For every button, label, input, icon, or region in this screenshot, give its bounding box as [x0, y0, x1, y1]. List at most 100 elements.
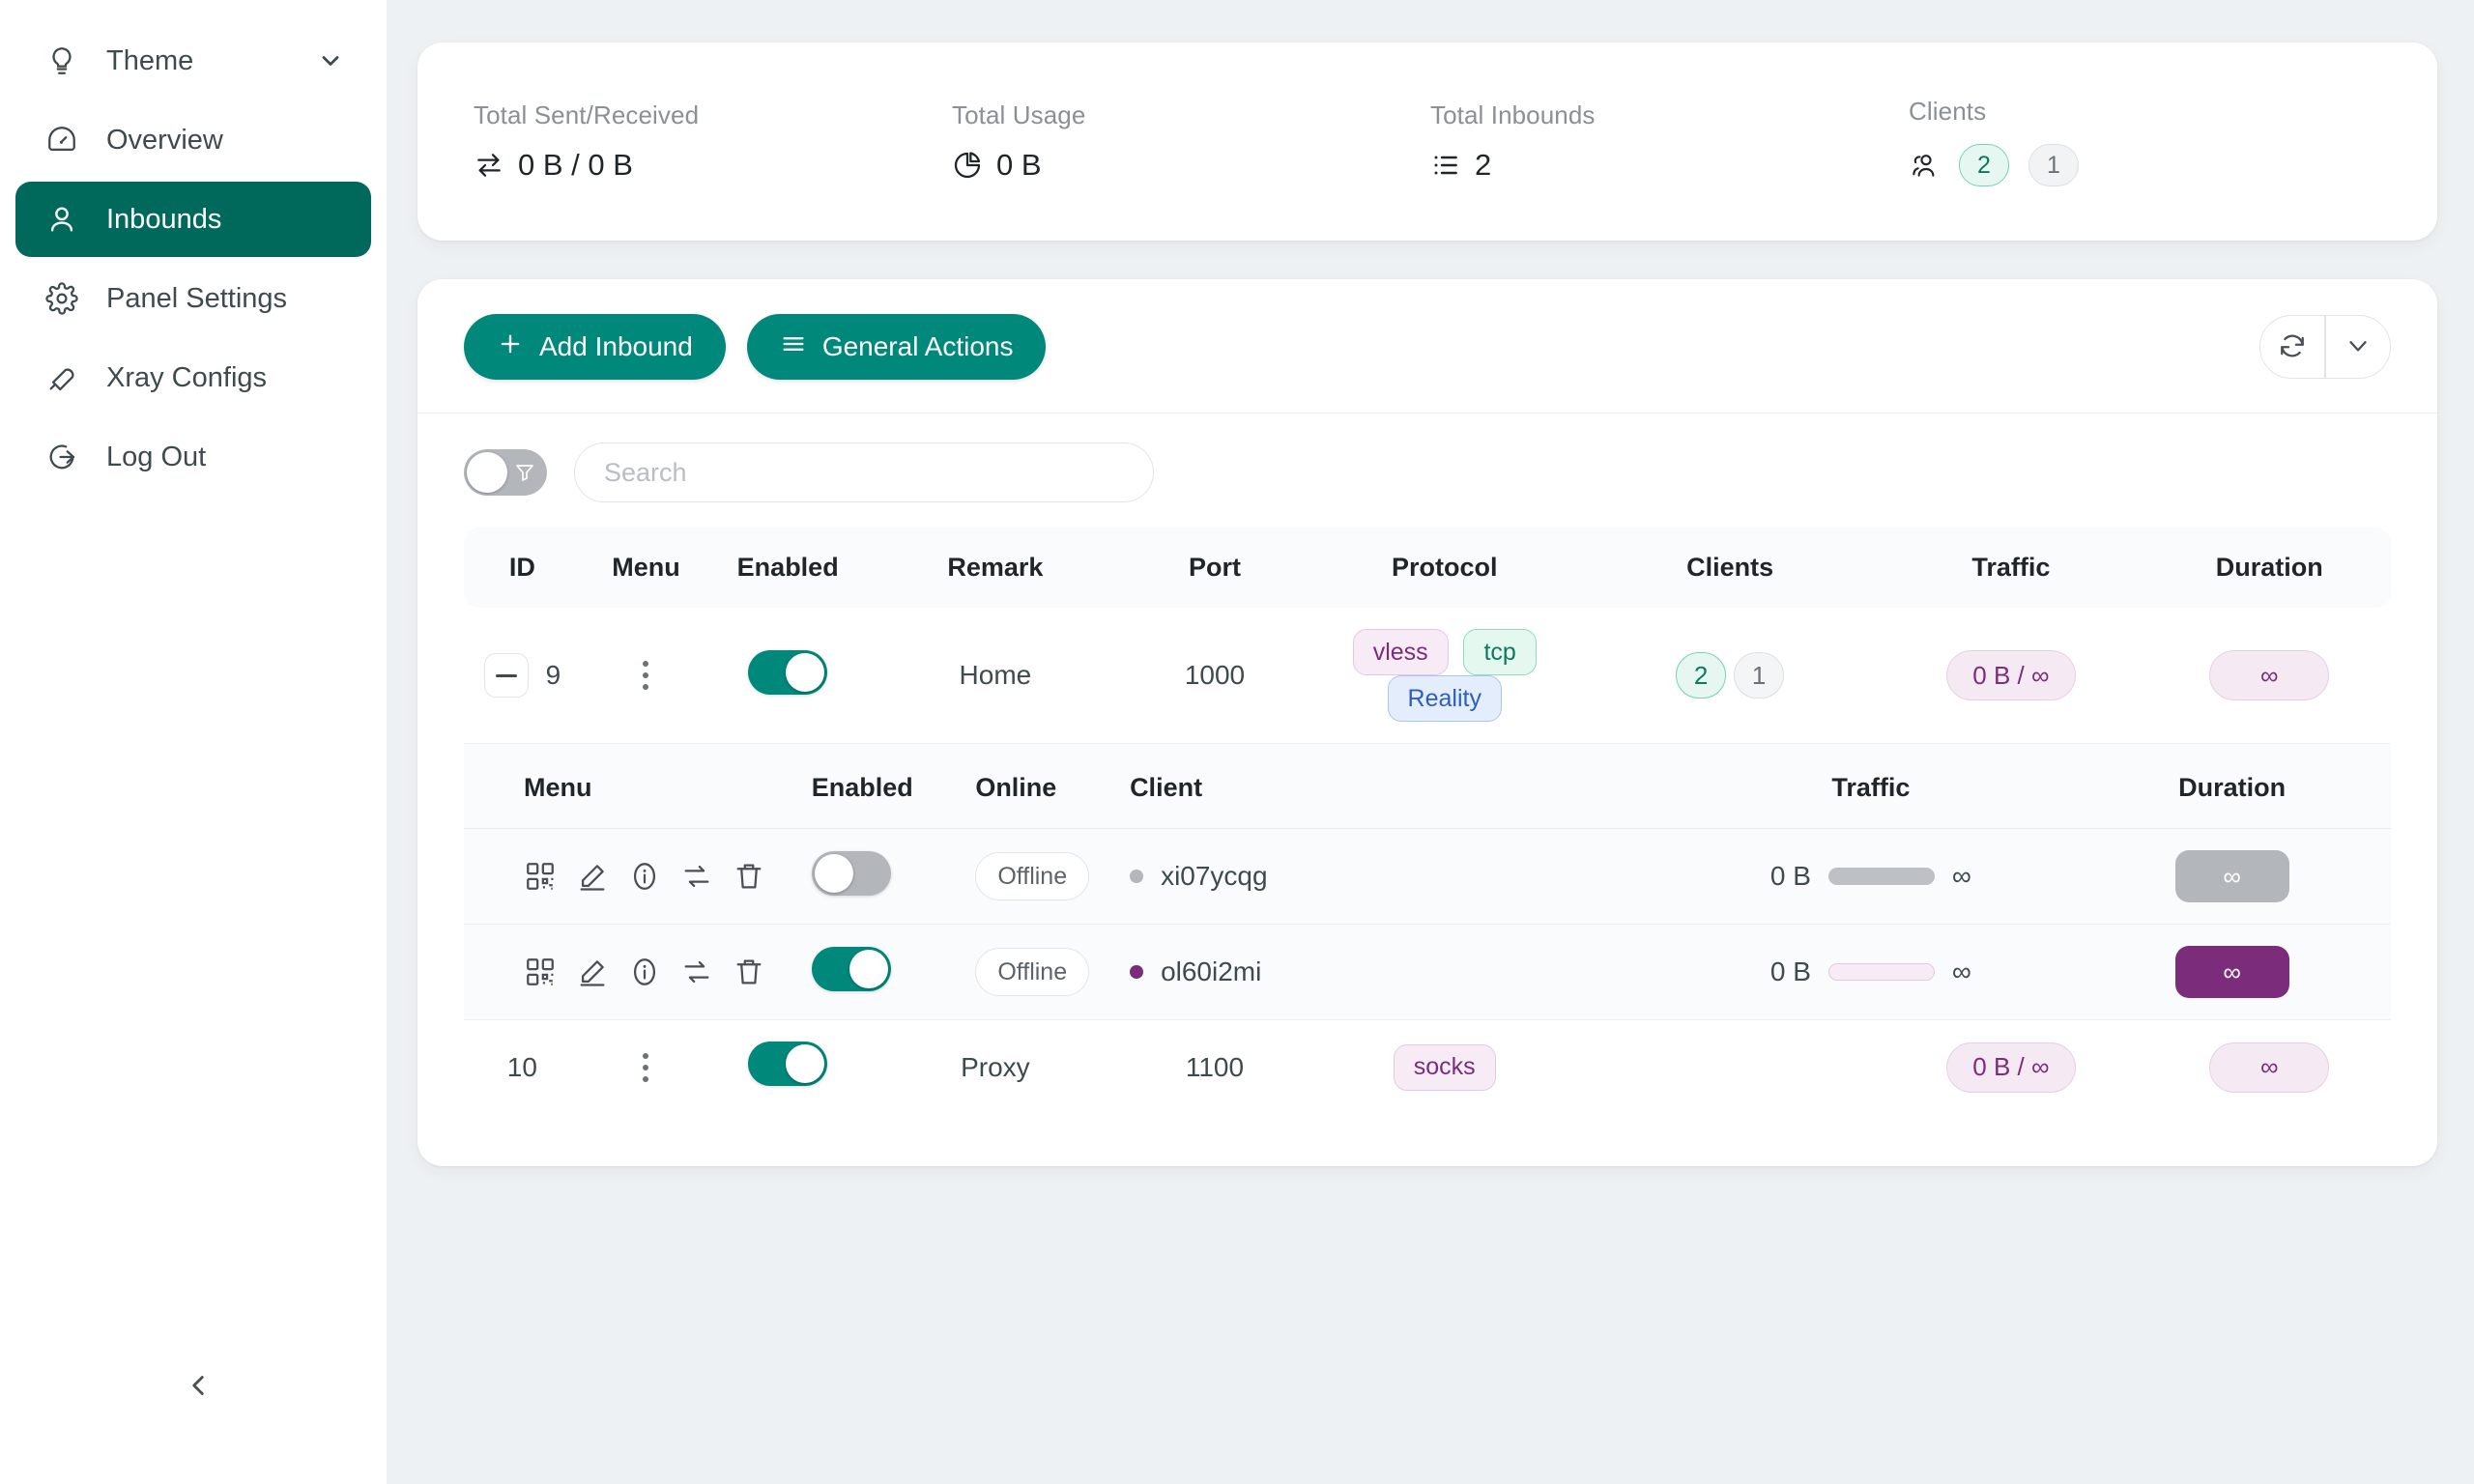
- users-icon: [1909, 150, 1940, 181]
- sidebar-item-xray-configs[interactable]: Xray Configs: [15, 340, 371, 415]
- cell-client-duration: ∞: [2073, 828, 2391, 925]
- pie-chart-icon: [952, 150, 983, 181]
- delete-icon[interactable]: [733, 860, 765, 893]
- subcolumn-header-enabled: Enabled: [811, 744, 976, 829]
- duration-pill: ∞: [2209, 650, 2330, 700]
- cell-protocol: socks: [1303, 1020, 1586, 1114]
- search-input[interactable]: [574, 442, 1154, 502]
- client-enabled-toggle[interactable]: [811, 946, 891, 991]
- clients-table: Menu Enabled Online Client Traffic Durat…: [464, 744, 2391, 1020]
- sidebar-item-panel-settings[interactable]: Panel Settings: [15, 261, 371, 336]
- refresh-button[interactable]: [2260, 316, 2324, 378]
- table-row[interactable]: 10 Proxy 1100 s: [464, 1020, 2391, 1114]
- cell-id: 10: [464, 1020, 581, 1114]
- cell-menu: [581, 1020, 711, 1114]
- cell-remark: Proxy: [961, 1051, 1030, 1082]
- info-icon[interactable]: [628, 860, 661, 893]
- cell-client-traffic: 0 B ∞: [1668, 828, 2074, 925]
- cell-traffic: 0 B / ∞: [1874, 608, 2148, 744]
- wrench-icon: [43, 358, 81, 397]
- column-header-duration: Duration: [2215, 553, 2323, 582]
- subcolumn-header-client: Client: [1130, 744, 1669, 829]
- sidebar-item-inbounds[interactable]: Inbounds: [15, 182, 371, 257]
- edit-icon[interactable]: [576, 860, 609, 893]
- sidebar-item-theme[interactable]: Theme: [15, 23, 371, 99]
- duration-chip: ∞: [2174, 850, 2289, 902]
- gauge-icon: [43, 121, 81, 159]
- column-header-traffic: Traffic: [1971, 553, 2051, 582]
- client-enabled-toggle[interactable]: [811, 850, 891, 896]
- column-header-id: ID: [508, 553, 535, 582]
- stat-total-sent-received: Total Sent/Received 0 B / 0 B: [474, 100, 952, 183]
- subcolumn-header-online: Online: [975, 744, 1131, 829]
- qrcode-icon[interactable]: [524, 956, 557, 988]
- reset-icon[interactable]: [680, 860, 713, 893]
- cell-port: 1100: [1185, 1051, 1245, 1082]
- toggle-knob: [467, 452, 507, 493]
- kebab-icon[interactable]: [581, 1052, 711, 1082]
- filter-bar: [417, 414, 2437, 528]
- table-wrapper: ID Menu Enabled Remark Port Protocol Cli…: [417, 528, 2437, 1166]
- info-icon[interactable]: [628, 956, 661, 988]
- stat-total-inbounds: Total Inbounds 2: [1430, 100, 1909, 183]
- filter-toggle[interactable]: [464, 449, 547, 496]
- chevron-down-icon[interactable]: [317, 47, 344, 74]
- cell-duration: ∞: [2147, 608, 2391, 744]
- refresh-control-group: [2259, 315, 2391, 379]
- minus-icon[interactable]: [483, 653, 529, 698]
- delete-icon[interactable]: [733, 956, 765, 988]
- cell-client-online: Offline: [975, 828, 1131, 925]
- clients-total-badge: 1: [2028, 144, 2079, 186]
- general-actions-button[interactable]: General Actions: [746, 314, 1047, 380]
- cell-client-duration: ∞: [2073, 924, 2391, 1020]
- reset-icon[interactable]: [680, 956, 713, 988]
- protocol-tag: vless: [1352, 629, 1449, 675]
- sidebar-item-overview[interactable]: Overview: [15, 102, 371, 178]
- cell-traffic: 0 B / ∞: [1874, 1020, 2147, 1114]
- table-row[interactable]: 9 Home 1000 vle: [464, 608, 2391, 744]
- inbounds-table: ID Menu Enabled Remark Port Protocol Cli…: [464, 528, 2391, 1114]
- logout-icon: [43, 438, 81, 476]
- add-inbound-button[interactable]: Add Inbound: [464, 314, 726, 380]
- enabled-toggle[interactable]: [748, 649, 828, 695]
- subcolumn-header-menu: Menu: [464, 744, 812, 829]
- kebab-icon[interactable]: [581, 661, 711, 690]
- refresh-icon: [2278, 331, 2307, 363]
- column-header-menu: Menu: [612, 553, 680, 582]
- cell-clients: [1586, 1020, 1874, 1114]
- client-name-label: xi07ycqg: [1161, 861, 1268, 891]
- sidebar-item-label: Inbounds: [106, 203, 222, 235]
- clients-header-row: Menu Enabled Online Client Traffic Durat…: [464, 744, 2391, 829]
- stat-total-usage: Total Usage 0 B: [952, 100, 1430, 183]
- stat-label: Total Sent/Received: [474, 100, 700, 129]
- refresh-options-button[interactable]: [2326, 316, 2390, 378]
- cell-client-menu: [464, 924, 812, 1020]
- chevron-left-icon: [182, 1369, 215, 1407]
- enabled-toggle[interactable]: [748, 1042, 828, 1086]
- cell-remark: Home: [864, 608, 1127, 744]
- sidebar-item-log-out[interactable]: Log Out: [15, 419, 371, 495]
- expanded-clients-row: Menu Enabled Online Client Traffic Durat…: [464, 743, 2391, 1020]
- sidebar-collapse-button[interactable]: [169, 1358, 227, 1416]
- clients-total-badge: 1: [1734, 652, 1785, 699]
- traffic-used: 0 B: [1769, 956, 1811, 986]
- funnel-icon: [513, 461, 536, 484]
- sidebar: Theme Overview Inbounds Panel Settings: [0, 0, 387, 1484]
- general-actions-label: General Actions: [821, 331, 1014, 361]
- sidebar-item-label: Log Out: [106, 441, 207, 472]
- column-header-protocol: Protocol: [1391, 553, 1498, 582]
- client-row[interactable]: Offline xi07ycqg: [464, 828, 2391, 925]
- column-header-clients: Clients: [1686, 553, 1774, 582]
- status-badge: Offline: [975, 948, 1090, 996]
- qrcode-icon[interactable]: [524, 860, 557, 893]
- status-badge: Offline: [975, 852, 1090, 900]
- edit-icon[interactable]: [576, 956, 609, 988]
- plus-icon: [497, 330, 524, 364]
- status-dot: [1130, 870, 1144, 883]
- subcolumn-header-traffic: Traffic: [1668, 744, 2074, 829]
- cell-id: 9: [464, 608, 581, 744]
- client-row[interactable]: Offline ol60i2mi: [464, 924, 2391, 1020]
- cell-client-enabled: [811, 828, 976, 925]
- stat-label: Clients: [1909, 97, 1987, 126]
